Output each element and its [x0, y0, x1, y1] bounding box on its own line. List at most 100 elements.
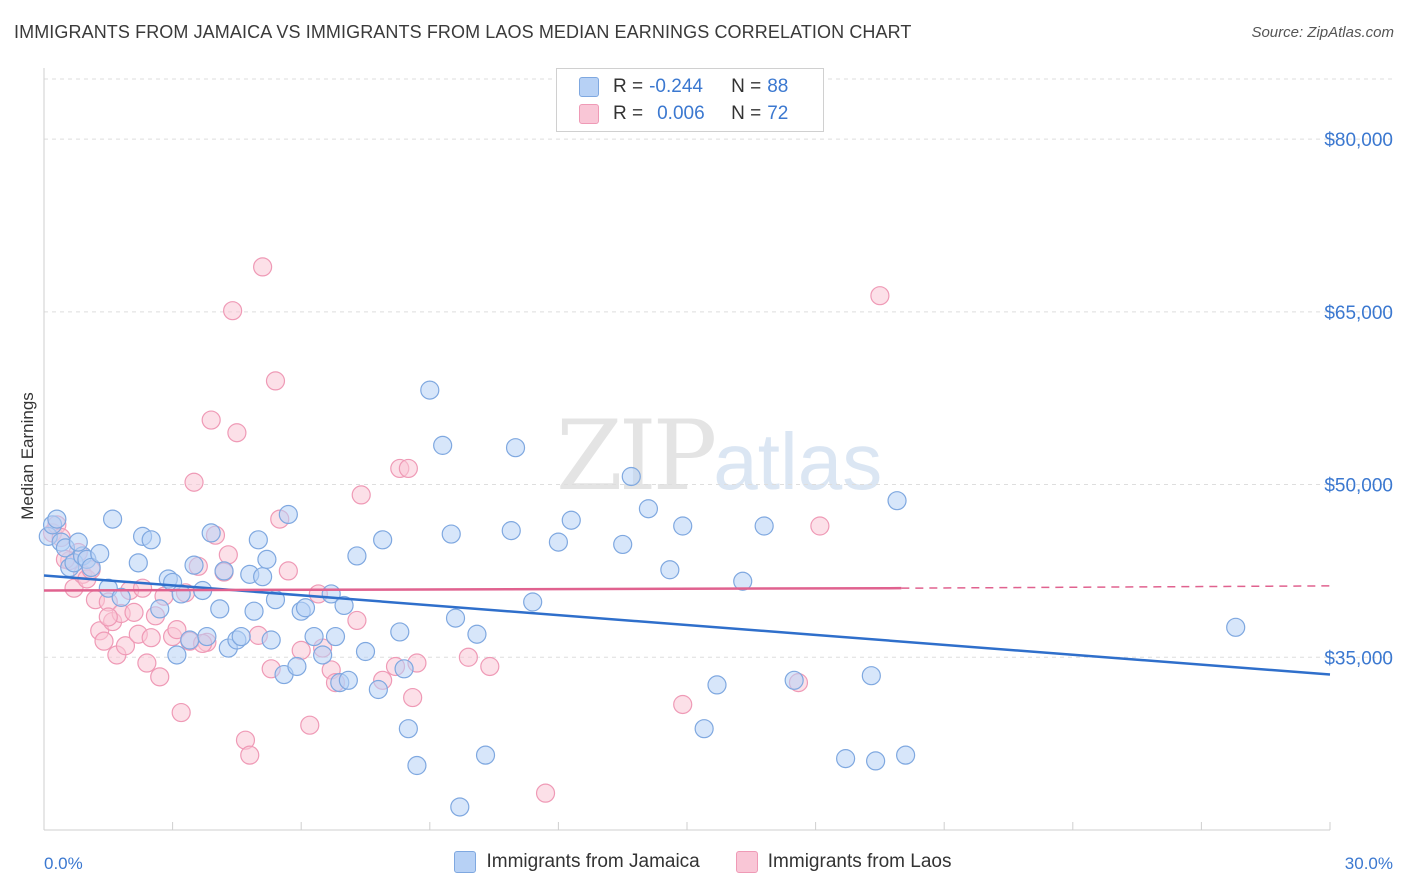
chart-source: Source: ZipAtlas.com	[1251, 24, 1394, 41]
laos-point[interactable]	[167, 620, 187, 640]
jamaica-point[interactable]	[836, 749, 856, 769]
laos-point[interactable]	[347, 610, 367, 631]
laos-point[interactable]	[291, 640, 311, 660]
jamaica-point[interactable]	[313, 645, 333, 665]
jamaica-point[interactable]	[334, 595, 354, 616]
jamaica-point[interactable]	[184, 555, 204, 575]
jamaica-point[interactable]	[441, 524, 461, 544]
jamaica-point[interactable]	[887, 491, 907, 511]
legend-item-laos[interactable]: Immigrants from Laos	[735, 851, 952, 873]
jamaica-point[interactable]	[81, 557, 101, 578]
jamaica-point[interactable]	[257, 549, 277, 569]
laos-point[interactable]	[171, 702, 191, 723]
jamaica-point[interactable]	[707, 675, 727, 695]
jamaica-point[interactable]	[201, 523, 221, 543]
jamaica-point[interactable]	[754, 516, 774, 536]
laos-point[interactable]	[240, 745, 260, 765]
jamaica-point[interactable]	[733, 571, 753, 591]
jamaica-point[interactable]	[866, 751, 886, 771]
jamaica-point[interactable]	[244, 601, 264, 621]
laos-point[interactable]	[265, 371, 286, 391]
jamaica-point[interactable]	[505, 438, 526, 458]
jamaica-point[interactable]	[111, 587, 131, 607]
jamaica-point[interactable]	[523, 592, 543, 612]
jamaica-point[interactable]	[548, 532, 569, 552]
laos-point[interactable]	[223, 301, 243, 321]
jamaica-point[interactable]	[638, 499, 659, 519]
laos-point[interactable]	[94, 631, 114, 651]
jamaica-point[interactable]	[1226, 617, 1246, 637]
laos-point[interactable]	[124, 602, 144, 622]
jamaica-point[interactable]	[660, 560, 680, 580]
jamaica-point[interactable]	[231, 626, 251, 647]
jamaica-point[interactable]	[214, 561, 234, 581]
jamaica-point[interactable]	[325, 626, 346, 647]
jamaica-point[interactable]	[90, 544, 110, 564]
jamaica-point[interactable]	[102, 509, 123, 529]
laos-point[interactable]	[810, 516, 830, 536]
laos-point[interactable]	[535, 783, 556, 803]
jamaica-point[interactable]	[278, 504, 298, 525]
laos-point[interactable]	[227, 423, 247, 443]
jamaica-point[interactable]	[180, 630, 200, 650]
laos-point[interactable]	[403, 687, 423, 708]
jamaica-point[interactable]	[561, 510, 581, 530]
jamaica-point[interactable]	[68, 532, 88, 552]
laos-point[interactable]	[351, 485, 371, 505]
legend-label-jamaica: Immigrants from Jamaica	[486, 851, 700, 872]
jamaica-point[interactable]	[407, 755, 427, 776]
jamaica-point[interactable]	[373, 530, 393, 550]
laos-point[interactable]	[278, 561, 298, 581]
jamaica-point[interactable]	[338, 670, 358, 690]
laos-point[interactable]	[253, 257, 273, 277]
laos-point[interactable]	[184, 472, 204, 492]
laos-point[interactable]	[458, 647, 478, 667]
laos-point[interactable]	[480, 656, 500, 677]
jamaica-point[interactable]	[501, 521, 521, 541]
jamaica-point[interactable]	[450, 797, 470, 817]
jamaica-point[interactable]	[47, 509, 67, 529]
jamaica-point[interactable]	[150, 599, 170, 619]
jamaica-point[interactable]	[295, 598, 316, 618]
jamaica-point[interactable]	[355, 641, 376, 662]
jamaica-point[interactable]	[673, 516, 693, 536]
jamaica-point[interactable]	[261, 630, 281, 650]
laos-point[interactable]	[300, 715, 320, 735]
laos-point[interactable]	[115, 636, 136, 656]
laos-point[interactable]	[141, 628, 161, 648]
jamaica-point[interactable]	[390, 622, 410, 642]
jamaica-point[interactable]	[210, 599, 230, 619]
jamaica-point[interactable]	[445, 608, 466, 628]
laos-point[interactable]	[870, 286, 890, 306]
jamaica-point[interactable]	[394, 659, 414, 679]
jamaica-point[interactable]	[475, 745, 496, 765]
jamaica-point[interactable]	[784, 670, 804, 690]
legend-item-jamaica[interactable]: Immigrants from Jamaica	[454, 851, 700, 873]
jamaica-point[interactable]	[398, 719, 418, 739]
jamaica-point[interactable]	[467, 624, 487, 644]
jamaica-point[interactable]	[197, 626, 217, 647]
jamaica-point[interactable]	[253, 567, 273, 587]
jamaica-point[interactable]	[368, 679, 388, 700]
laos-point[interactable]	[201, 410, 221, 430]
jamaica-point[interactable]	[861, 666, 881, 686]
jamaica-point[interactable]	[248, 530, 268, 550]
jamaica-point[interactable]	[128, 553, 148, 573]
laos-point[interactable]	[398, 458, 418, 479]
jamaica-point[interactable]	[420, 380, 440, 400]
laos-point[interactable]	[150, 667, 170, 687]
jamaica-point[interactable]	[621, 466, 641, 487]
jamaica-point[interactable]	[694, 719, 714, 739]
jamaica-point[interactable]	[896, 745, 916, 765]
laos-point[interactable]	[98, 607, 118, 627]
laos-point[interactable]	[137, 653, 157, 673]
laos-point[interactable]	[218, 545, 238, 565]
jamaica-point[interactable]	[613, 534, 633, 555]
jamaica-point[interactable]	[433, 435, 453, 455]
jamaica-point[interactable]	[304, 626, 324, 647]
jamaica-point[interactable]	[287, 656, 307, 677]
laos-point[interactable]	[673, 694, 693, 715]
jamaica-point[interactable]	[347, 546, 367, 566]
jamaica-point[interactable]	[167, 645, 187, 665]
jamaica-point[interactable]	[141, 530, 161, 550]
